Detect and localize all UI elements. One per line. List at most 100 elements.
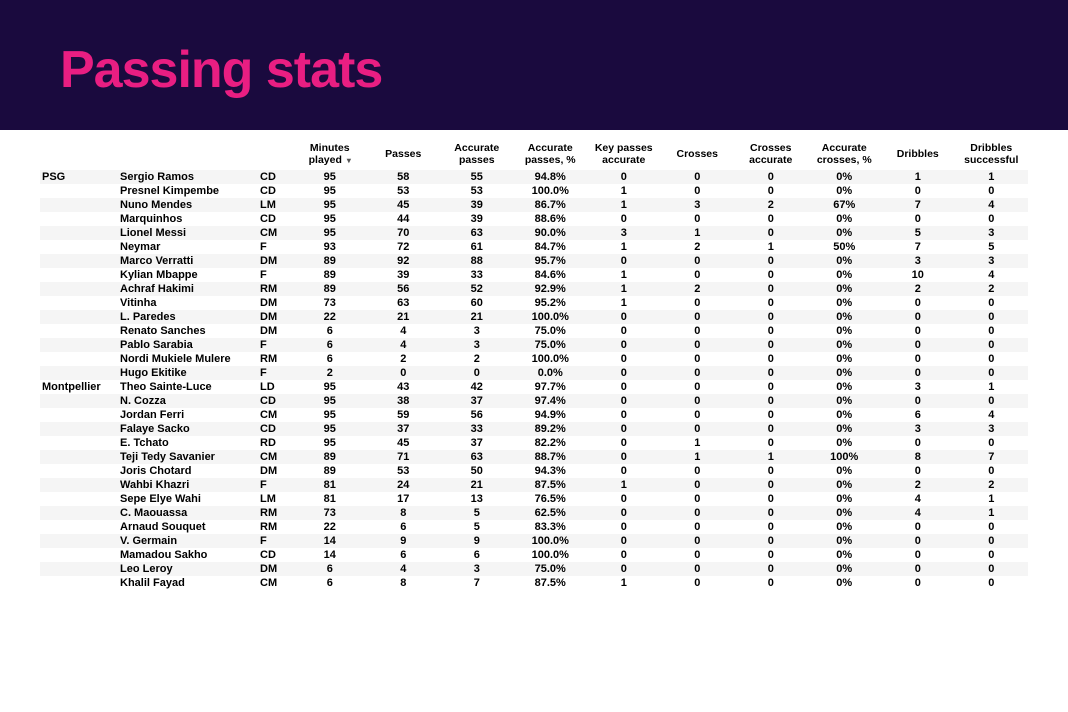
column-header[interactable]: Crosses accurate <box>734 138 808 170</box>
position-cell: F <box>258 240 293 254</box>
blank-header <box>258 138 293 170</box>
stat-cell: 95 <box>293 436 367 450</box>
stat-cell: 81 <box>293 492 367 506</box>
position-cell: CD <box>258 212 293 226</box>
stat-cell: 4 <box>955 268 1029 282</box>
position-cell: CD <box>258 394 293 408</box>
stat-cell: 1 <box>955 492 1029 506</box>
stat-cell: 83.3% <box>514 520 588 534</box>
stat-cell: 0 <box>955 366 1029 380</box>
column-header[interactable]: Crosses <box>661 138 735 170</box>
column-header[interactable]: Accurate passes, % <box>514 138 588 170</box>
column-header[interactable]: Accurate crosses, % <box>808 138 882 170</box>
stat-cell: 1 <box>587 198 661 212</box>
stat-cell: 0 <box>881 520 955 534</box>
column-header[interactable]: Accurate passes <box>440 138 514 170</box>
stat-cell: 0 <box>734 394 808 408</box>
stat-cell: 45 <box>367 436 441 450</box>
stat-cell: 3 <box>955 254 1029 268</box>
stat-cell: 0 <box>661 548 735 562</box>
position-cell: LM <box>258 492 293 506</box>
position-cell: DM <box>258 296 293 310</box>
stat-cell: 3 <box>440 338 514 352</box>
team-cell <box>40 436 118 450</box>
stat-cell: 6 <box>367 520 441 534</box>
stat-cell: 6 <box>293 338 367 352</box>
stat-cell: 1 <box>587 240 661 254</box>
team-cell <box>40 338 118 352</box>
stat-cell: 0 <box>661 464 735 478</box>
stat-cell: 6 <box>367 548 441 562</box>
stat-cell: 3 <box>587 226 661 240</box>
stat-cell: 0 <box>661 534 735 548</box>
stat-cell: 70 <box>367 226 441 240</box>
stat-cell: 0 <box>955 212 1029 226</box>
player-cell: C. Maouassa <box>118 506 258 520</box>
table-row: Hugo EkitikeF2000.0%0000%00 <box>40 366 1028 380</box>
stat-cell: 4 <box>367 324 441 338</box>
stat-cell: 0 <box>661 422 735 436</box>
passing-stats-table: Minutes played ▾PassesAccurate passesAcc… <box>40 138 1028 590</box>
stat-cell: 0 <box>587 520 661 534</box>
slide-header: Passing stats <box>0 0 1068 130</box>
stat-cell: 81 <box>293 478 367 492</box>
player-cell: Neymar <box>118 240 258 254</box>
column-header[interactable]: Dribbles successful <box>955 138 1029 170</box>
stat-cell: 4 <box>955 198 1029 212</box>
stat-cell: 1 <box>955 506 1029 520</box>
player-cell: N. Cozza <box>118 394 258 408</box>
stat-cell: 92 <box>367 254 441 268</box>
stat-cell: 71 <box>367 450 441 464</box>
stat-cell: 1 <box>587 576 661 590</box>
stat-cell: 53 <box>367 464 441 478</box>
stat-cell: 75.0% <box>514 338 588 352</box>
stat-cell: 3 <box>881 254 955 268</box>
stat-cell: 7 <box>881 198 955 212</box>
table-row: MarquinhosCD95443988.6%0000%00 <box>40 212 1028 226</box>
stat-cell: 0 <box>734 352 808 366</box>
stat-cell: 37 <box>440 394 514 408</box>
stat-cell: 1 <box>661 450 735 464</box>
table-row: Nuno MendesLM95453986.7%13267%74 <box>40 198 1028 212</box>
stat-cell: 7 <box>955 450 1029 464</box>
stat-cell: 89 <box>293 254 367 268</box>
team-cell <box>40 464 118 478</box>
column-header[interactable]: Minutes played ▾ <box>293 138 367 170</box>
column-header[interactable]: Passes <box>367 138 441 170</box>
stat-cell: 88.7% <box>514 450 588 464</box>
team-cell <box>40 310 118 324</box>
table-row: L. ParedesDM222121100.0%0000%00 <box>40 310 1028 324</box>
stat-cell: 1 <box>881 170 955 184</box>
player-cell: Nuno Mendes <box>118 198 258 212</box>
stat-cell: 14 <box>293 548 367 562</box>
stat-cell: 0 <box>881 296 955 310</box>
stat-cell: 2 <box>440 352 514 366</box>
stat-cell: 0 <box>734 422 808 436</box>
stat-cell: 6 <box>293 352 367 366</box>
column-header[interactable]: Key passes accurate <box>587 138 661 170</box>
stat-cell: 3 <box>955 226 1029 240</box>
stat-cell: 0% <box>808 478 882 492</box>
column-header[interactable]: Dribbles <box>881 138 955 170</box>
stat-cell: 0 <box>955 338 1029 352</box>
stat-cell: 3 <box>955 422 1029 436</box>
position-cell: CD <box>258 548 293 562</box>
position-cell: DM <box>258 562 293 576</box>
position-cell: F <box>258 534 293 548</box>
stat-cell: 0% <box>808 366 882 380</box>
stat-cell: 100% <box>808 450 882 464</box>
table-row: Sepe Elye WahiLM81171376.5%0000%41 <box>40 492 1028 506</box>
stat-cell: 73 <box>293 296 367 310</box>
stat-cell: 0% <box>808 422 882 436</box>
stat-cell: 3 <box>440 324 514 338</box>
stat-cell: 2 <box>661 282 735 296</box>
stat-cell: 2 <box>881 282 955 296</box>
stat-cell: 63 <box>440 450 514 464</box>
stat-cell: 0 <box>955 464 1029 478</box>
stat-cell: 0 <box>734 268 808 282</box>
stat-cell: 58 <box>367 170 441 184</box>
player-cell: Arnaud Souquet <box>118 520 258 534</box>
stat-cell: 44 <box>367 212 441 226</box>
table-row: VitinhaDM73636095.2%1000%00 <box>40 296 1028 310</box>
stat-cell: 0 <box>881 464 955 478</box>
